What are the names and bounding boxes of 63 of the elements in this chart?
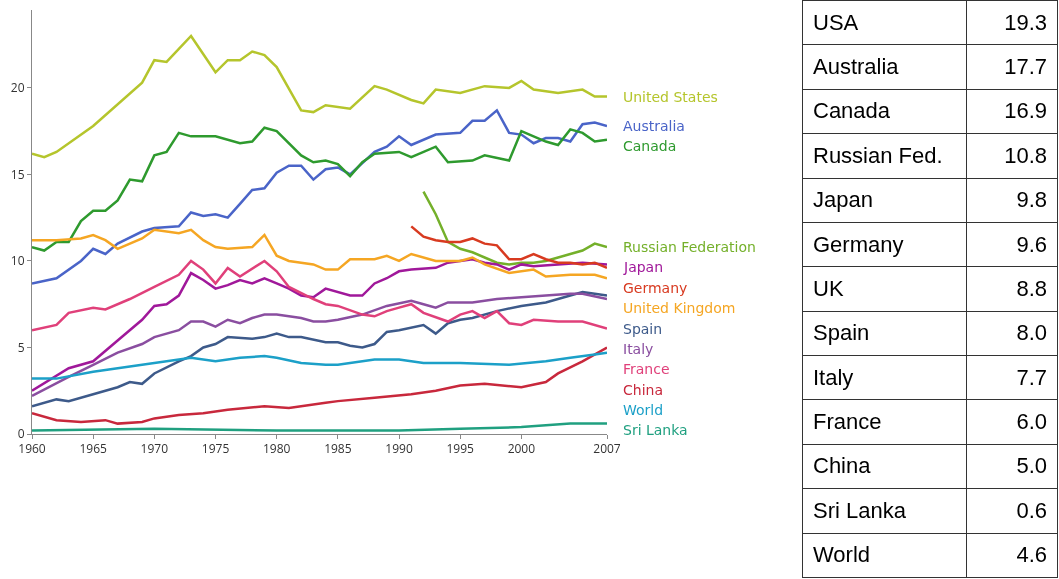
x-tick-label: 1965: [79, 440, 108, 458]
category-label: Spain: [802, 311, 967, 356]
category-label: Japan: [802, 178, 967, 223]
line-series: [32, 351, 607, 380]
x-tick-label: 1995: [446, 440, 475, 458]
category-label: Sri Lanka: [802, 488, 967, 533]
line-series: [32, 109, 607, 285]
category-label: Australia: [802, 44, 967, 90]
y-tick-label: 5: [17, 338, 25, 356]
line-series: [32, 228, 607, 280]
text: Spain: [623, 321, 663, 337]
text: France: [623, 361, 670, 377]
series-label: United Kingdom: [623, 300, 736, 316]
x-tick-label: 2000: [507, 440, 536, 458]
series-label: Australia: [623, 118, 685, 134]
line-series: [422, 190, 607, 266]
category-label: World: [802, 533, 967, 578]
text: 6.0: [1016, 409, 1047, 435]
text: 5.0: [1016, 453, 1047, 479]
text: 7.7: [1016, 364, 1047, 390]
category-label: UK: [802, 266, 967, 312]
text: Italy: [623, 341, 654, 357]
text: 9.8: [1016, 187, 1047, 213]
text: 8.0: [1016, 320, 1047, 346]
text: World: [623, 402, 664, 418]
x-tick-label: 2007: [593, 440, 621, 458]
y-tick-label: 10: [10, 252, 25, 270]
text: 17.7: [1004, 54, 1047, 80]
text: 10.8: [1004, 142, 1047, 168]
x-tick-label: 1980: [262, 440, 291, 458]
x-tick-label: 1990: [385, 440, 413, 458]
line-series: [32, 259, 607, 332]
y-tick-label: 20: [10, 79, 25, 97]
text: 4.6: [1016, 542, 1047, 568]
series-label: Japan: [623, 259, 664, 275]
category-label: Italy: [802, 355, 967, 400]
x-tick-label: 1975: [201, 440, 230, 458]
category-label: Russian Fed.: [802, 133, 967, 178]
category-label: Germany: [802, 222, 967, 267]
text: 8.8: [1016, 275, 1047, 301]
x-tick-label: 1970: [140, 440, 169, 458]
category-label: China: [802, 444, 967, 489]
category-label: France: [802, 399, 967, 445]
series-label: Russian Federation: [623, 239, 756, 255]
line-series: [410, 225, 607, 270]
y-tick-label: 15: [10, 165, 25, 183]
text: 16.9: [1004, 98, 1047, 124]
line-series: [32, 126, 607, 252]
category-label: USA: [802, 0, 967, 45]
series-label: Sri Lanka: [623, 422, 688, 438]
text: 19.3: [1004, 9, 1047, 35]
text: 9.6: [1016, 231, 1047, 257]
x-tick-label: 1985: [324, 440, 352, 458]
series-label: Canada: [623, 138, 677, 154]
line-series: [32, 346, 607, 425]
y-tick-label: 0: [17, 425, 25, 443]
line-series: [32, 34, 607, 159]
text: China: [623, 382, 663, 398]
text: 0.6: [1016, 497, 1047, 523]
series-label: Germany: [623, 280, 688, 296]
category-label: Canada: [802, 89, 967, 134]
x-tick-label: 1960: [18, 440, 46, 458]
series-label: United States: [623, 89, 718, 105]
